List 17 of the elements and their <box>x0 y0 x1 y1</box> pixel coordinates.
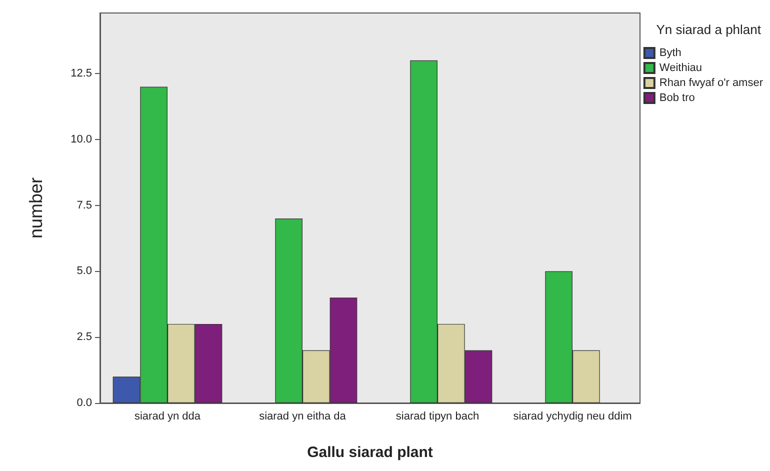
x-tick-label: siarad tipyn bach <box>396 410 480 422</box>
y-axis-title: number <box>26 177 46 239</box>
x-axis-title: Gallu siarad plant <box>307 444 433 461</box>
y-tick-label: 7.5 <box>76 199 92 212</box>
y-tick-label: 12.5 <box>70 68 92 80</box>
legend-label: Byth <box>659 47 682 59</box>
x-tick-label: siarad ychydig neu ddim <box>513 410 632 422</box>
y-tick-label: 0.0 <box>76 397 92 409</box>
x-tick-label: siarad yn dda <box>134 410 202 422</box>
legend-label: Weithiau <box>659 62 702 74</box>
y-tick-label: 5.0 <box>76 265 92 278</box>
legend-label: Bob tro <box>659 92 695 104</box>
legend-title: Yn siarad a phlant <box>656 22 762 37</box>
y-tick-label: 10.0 <box>70 133 92 146</box>
y-tick-label: 2.5 <box>76 331 92 344</box>
legend-label: Rhan fwyaf o'r amser <box>659 77 764 89</box>
x-tick-label: siarad yn eitha da <box>259 410 347 422</box>
